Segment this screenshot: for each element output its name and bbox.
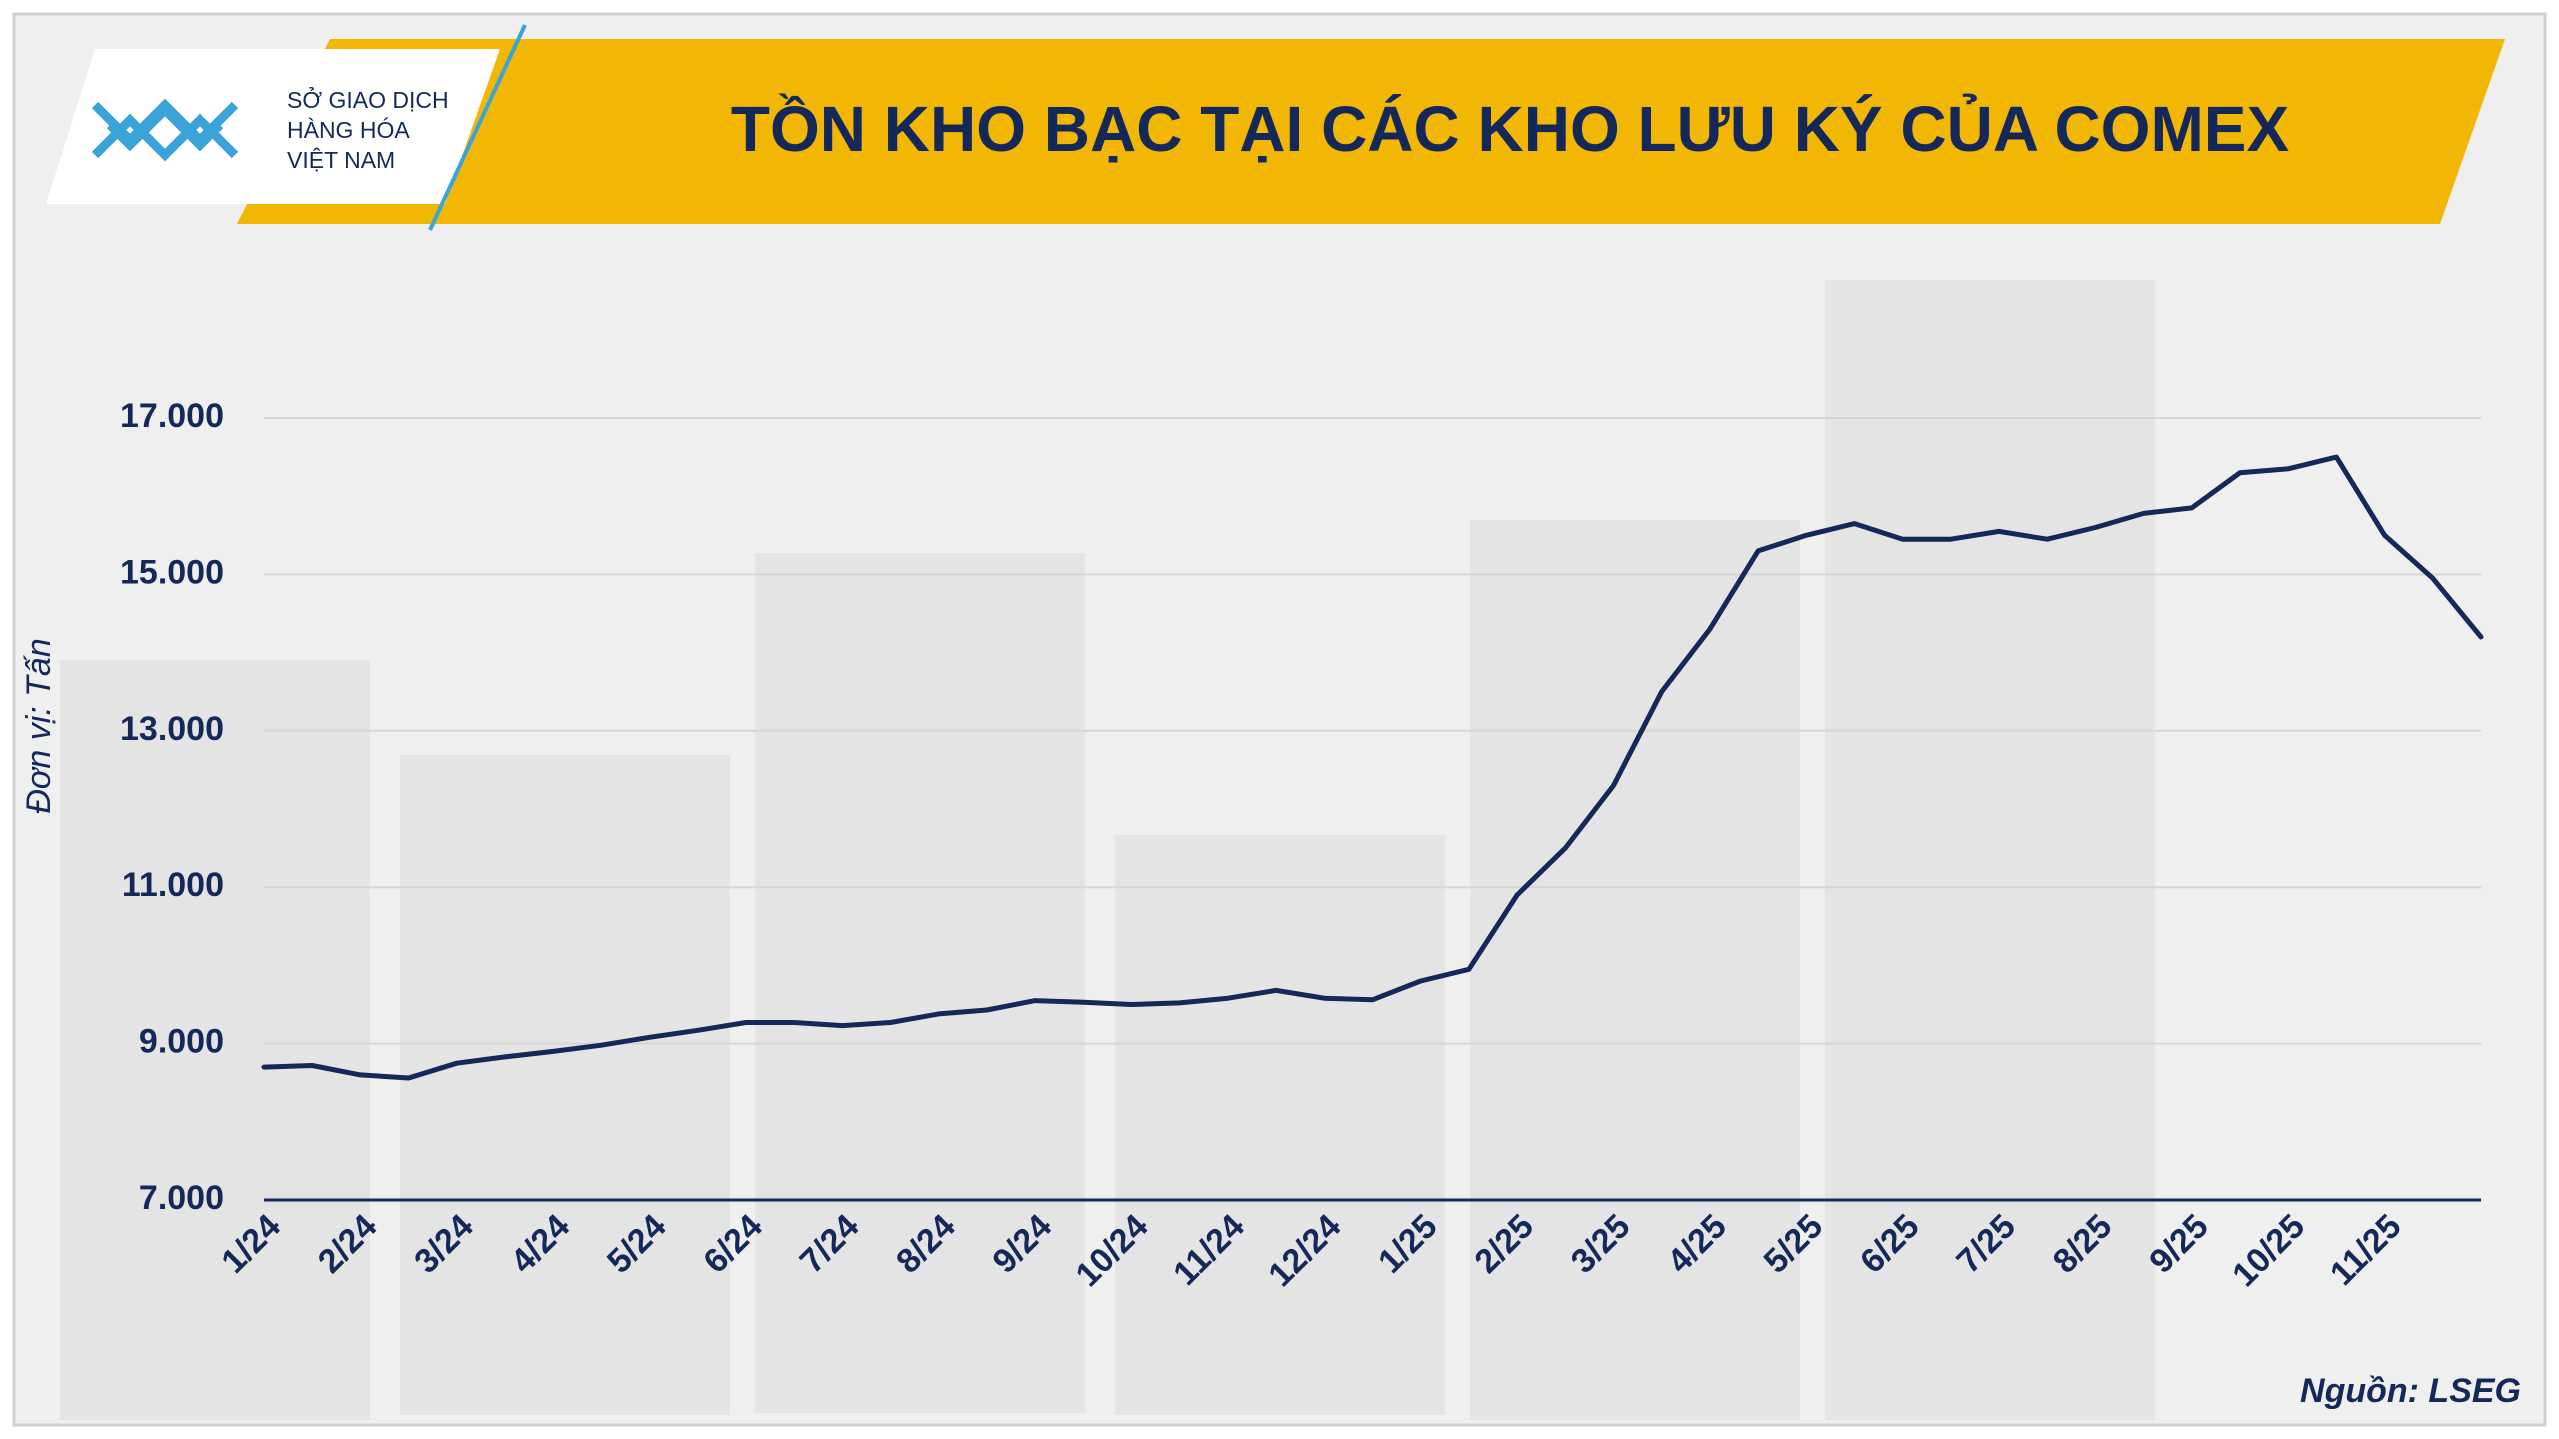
- series-line: [261, 454, 2484, 1081]
- logo-accent: [428, 24, 527, 231]
- decor: [60, 280, 2155, 1420]
- y-tick-label: 7.000: [139, 1179, 224, 1217]
- logo-text: SỞ GIAO DỊCH: [287, 85, 449, 113]
- y-tick-label: 15.000: [120, 553, 224, 591]
- y-tick-label: 11.000: [122, 866, 224, 904]
- chart-title: TỒN KHO BẠC TẠI CÁC KHO LƯU KÝ CỦA COMEX: [731, 92, 2290, 165]
- title-banner: [237, 39, 2505, 224]
- source: Nguồn: LSEG: [2300, 1372, 2521, 1410]
- y-tick-label: 17.000: [120, 397, 224, 435]
- logo-icon: [91, 98, 239, 162]
- logo-text: VIỆT NAM: [287, 147, 395, 173]
- logo-box: [46, 49, 500, 204]
- y-axis-label: Đơn vị: Tấn: [20, 638, 58, 814]
- y-tick-label: 13.000: [120, 710, 224, 748]
- logo-text: HÀNG HÓA: [287, 117, 410, 143]
- y-tick-label: 9.000: [139, 1023, 224, 1061]
